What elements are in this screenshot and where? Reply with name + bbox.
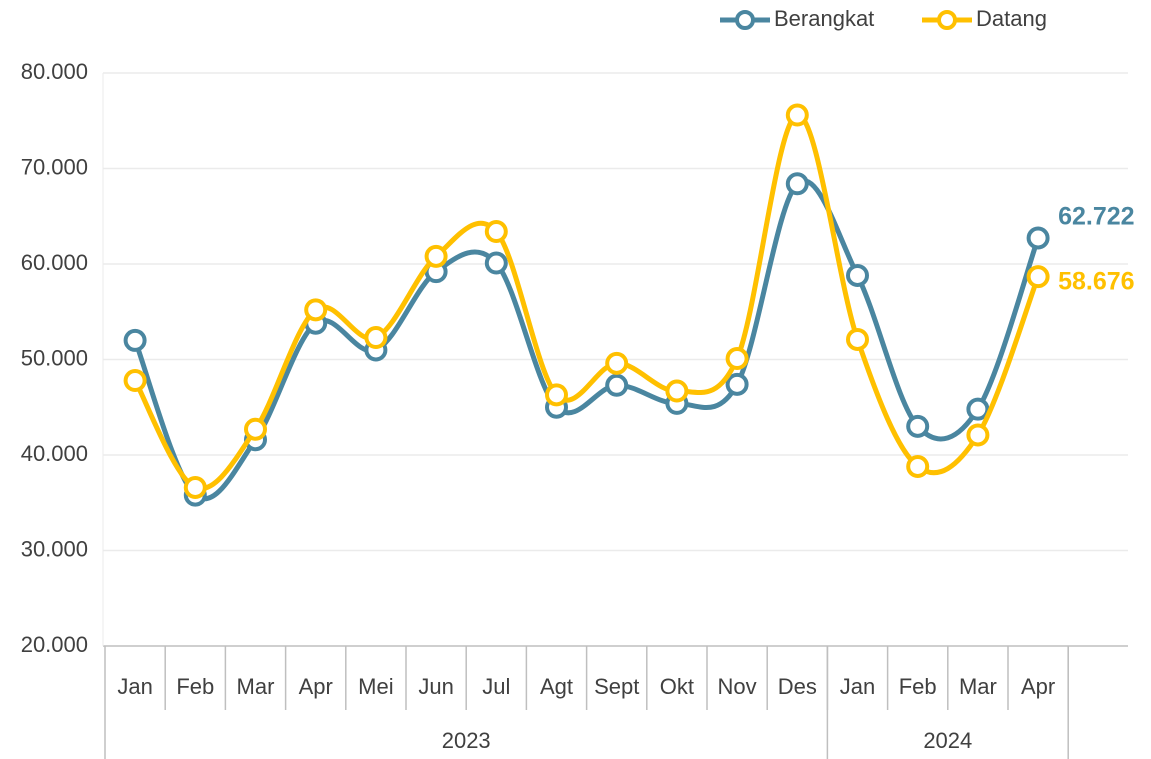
value-label: 58.676: [1058, 267, 1134, 295]
point: [846, 327, 869, 351]
x-tick-label: Jan: [117, 674, 152, 699]
x-tick-label: Nov: [718, 674, 757, 699]
point: [183, 475, 207, 499]
y-tick-label: 20.000: [21, 632, 88, 657]
x-tick-label: Apr: [299, 674, 333, 699]
series-line: [132, 112, 1041, 492]
y-tick-label: 50.000: [21, 345, 88, 370]
legend-label: Berangkat: [774, 6, 874, 31]
x-tick-label: Okt: [660, 674, 694, 699]
x-tick-label: Mar: [237, 674, 275, 699]
point: [966, 423, 990, 447]
point: [846, 263, 869, 287]
x-tick-label: Agt: [540, 674, 573, 699]
x-tick-label: Jan: [840, 674, 875, 699]
group-label: 2024: [923, 728, 972, 753]
value-label: 62.722: [1058, 203, 1134, 231]
point: [725, 347, 749, 371]
point: [484, 220, 508, 244]
point: [244, 417, 267, 441]
x-tick-label: Des: [778, 674, 817, 699]
point: [605, 351, 629, 375]
legend-marker: [937, 10, 957, 30]
point: [364, 326, 388, 350]
point: [123, 328, 147, 352]
point: [424, 244, 448, 268]
legend-label: Datang: [976, 6, 1047, 31]
x-tick-label: Apr: [1021, 674, 1055, 699]
point: [906, 414, 930, 438]
y-tick-label: 80.000: [21, 59, 88, 84]
x-tick-label: Sept: [594, 674, 639, 699]
x-tick-label: Mei: [358, 674, 393, 699]
point: [725, 372, 749, 396]
point: [545, 383, 568, 407]
x-tick-label: Mar: [959, 674, 997, 699]
point: [1026, 226, 1050, 250]
point: [484, 251, 508, 275]
y-tick-label: 60.000: [21, 250, 88, 275]
point: [123, 369, 147, 393]
y-tick-label: 40.000: [21, 441, 88, 466]
point: [605, 373, 629, 397]
point: [785, 172, 809, 196]
x-tick-label: Feb: [176, 674, 214, 699]
point: [966, 397, 990, 421]
y-tick-label: 30.000: [21, 536, 88, 561]
x-tick-label: Jul: [482, 674, 510, 699]
point: [304, 298, 328, 322]
point: [665, 379, 689, 403]
point: [906, 454, 930, 478]
series-line: [132, 178, 1041, 502]
group-label: 2023: [442, 728, 491, 753]
x-tick-label: Jun: [418, 674, 453, 699]
y-tick-label: 70.000: [21, 154, 88, 179]
point: [785, 103, 809, 127]
point: [1026, 265, 1050, 289]
legend-marker: [735, 10, 755, 30]
x-tick-label: Feb: [899, 674, 937, 699]
